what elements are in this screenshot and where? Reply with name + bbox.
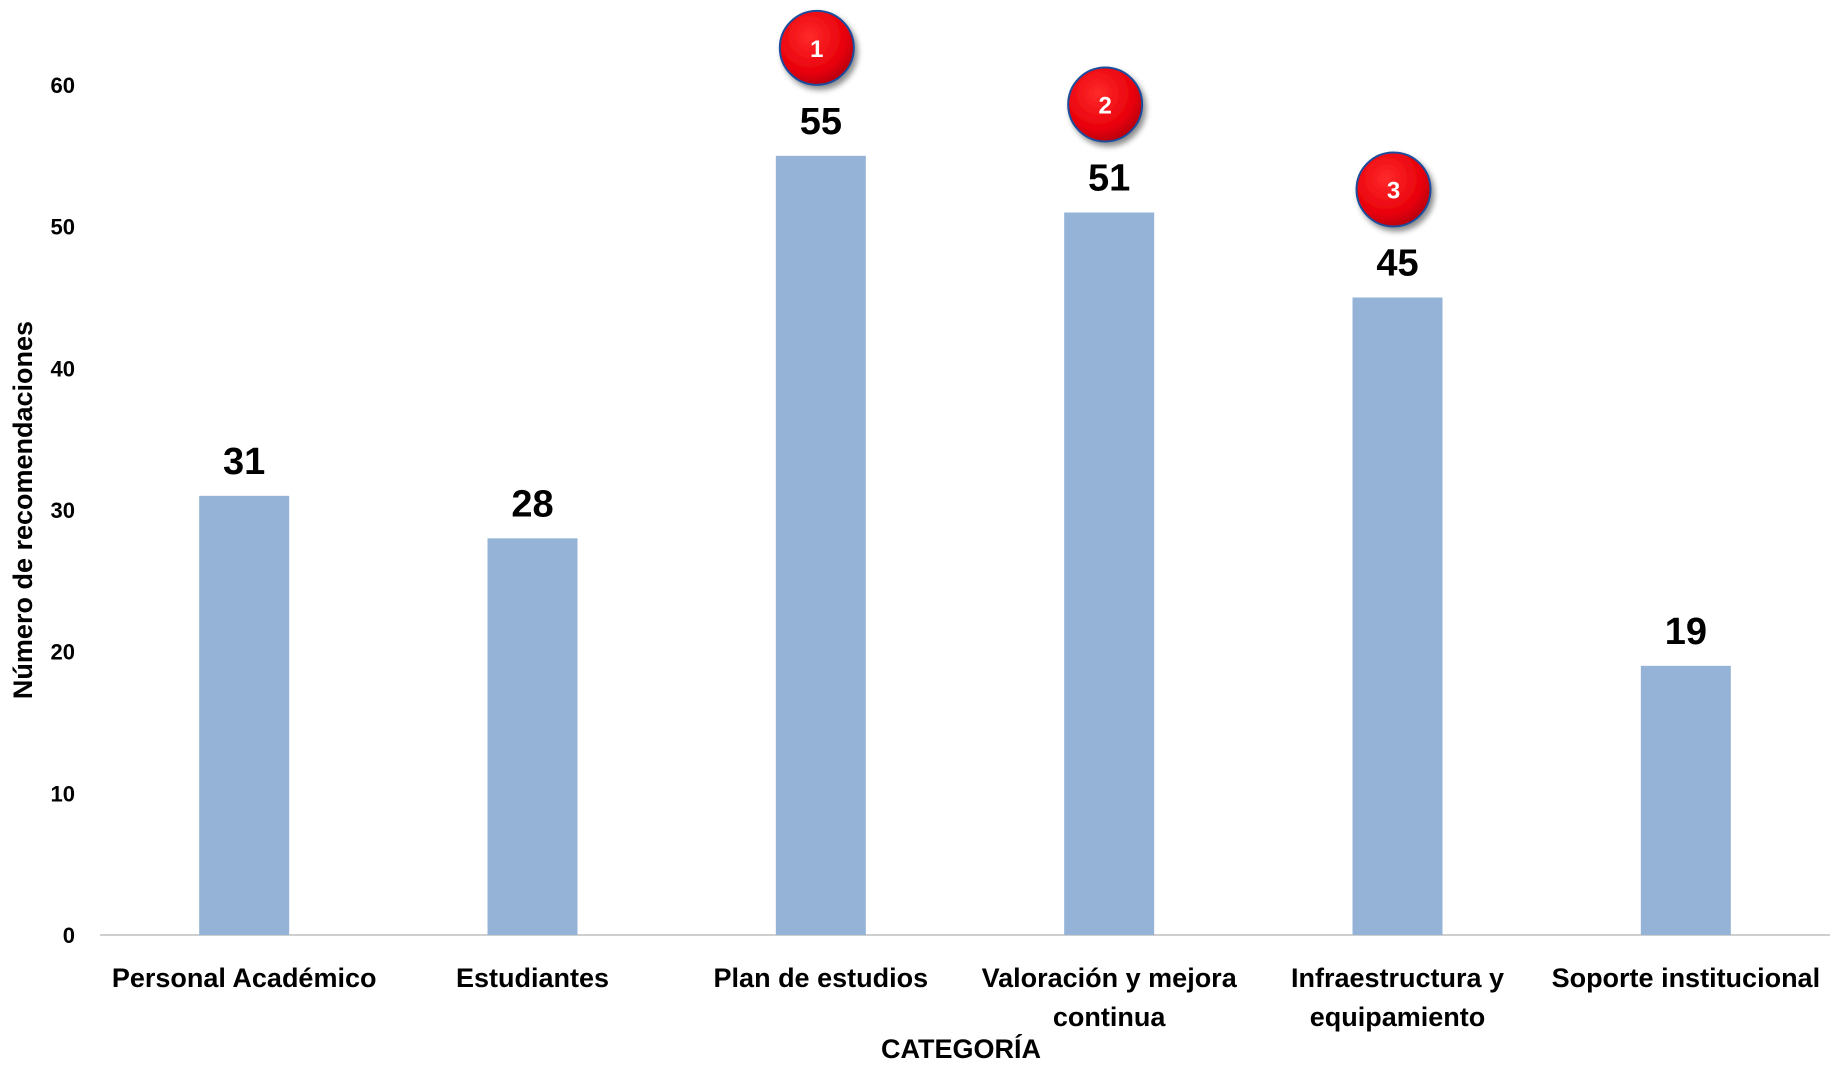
rank-badge: 2 xyxy=(1067,66,1144,143)
bar xyxy=(1640,665,1731,935)
bar xyxy=(1352,297,1443,935)
rank-badge-circle xyxy=(778,9,855,86)
x-tick-label: Valoración y mejora xyxy=(982,963,1238,993)
rank-badge-circle xyxy=(1067,66,1144,143)
x-tick-label: equipamiento xyxy=(1310,1002,1486,1032)
x-tick-label: Soporte institucional xyxy=(1552,963,1821,993)
x-axis-title: CATEGORÍA xyxy=(881,1033,1041,1064)
x-tick-label: continua xyxy=(1053,1002,1166,1032)
rank-badge: 3 xyxy=(1355,151,1432,228)
data-label: 28 xyxy=(511,483,553,525)
category-labels: Personal Académico Estudiantes Plan de est… xyxy=(112,963,1820,1032)
rank-badge: 1 xyxy=(778,9,855,86)
x-tick-label: Estudiantes xyxy=(456,963,609,993)
data-label: 19 xyxy=(1665,611,1707,653)
bar xyxy=(1064,212,1155,935)
data-label: 55 xyxy=(800,101,842,143)
rank-badge-circle xyxy=(1355,151,1432,228)
rank-badge-number: 1 xyxy=(810,36,823,63)
y-tick-label: 40 xyxy=(51,356,75,381)
rank-badges: 1 2 3 xyxy=(778,9,1432,228)
y-axis-title: Número de recomendaciones xyxy=(8,321,38,699)
y-tick-label: 60 xyxy=(51,73,75,98)
data-label: 45 xyxy=(1376,243,1418,285)
rank-badge-number: 3 xyxy=(1387,178,1400,205)
x-tick-label: Infraestructura y xyxy=(1291,963,1504,993)
data-labels: 31 28 55 51 45 19 xyxy=(223,101,1707,653)
bar xyxy=(199,495,290,935)
data-label: 51 xyxy=(1088,158,1130,200)
y-tick-label: 0 xyxy=(63,923,75,948)
data-label: 31 xyxy=(223,441,265,483)
y-tick-label: 50 xyxy=(51,215,75,240)
y-tick-label: 30 xyxy=(51,498,75,523)
x-tick-label: Personal Académico xyxy=(112,963,377,993)
bars xyxy=(199,155,1731,936)
y-tick-label: 20 xyxy=(51,640,75,665)
bar xyxy=(775,155,866,936)
bar xyxy=(487,538,578,935)
y-axis-ticks: 0 10 20 30 40 50 60 xyxy=(51,73,75,948)
y-tick-label: 10 xyxy=(51,781,75,806)
x-tick-label: Plan de estudios xyxy=(714,963,929,993)
rank-badge-number: 2 xyxy=(1098,93,1111,120)
